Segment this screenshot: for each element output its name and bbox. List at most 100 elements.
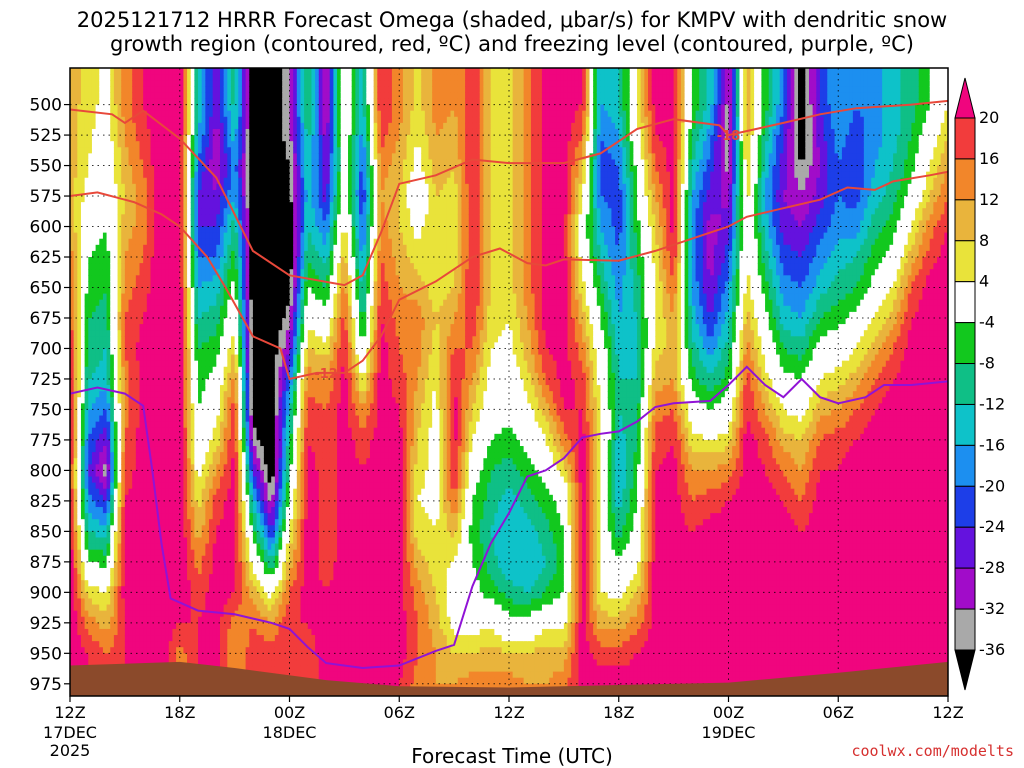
- omega-cell: [209, 122, 214, 130]
- omega-cell: [183, 580, 188, 587]
- omega-cell: [172, 561, 177, 569]
- omega-cell: [205, 141, 210, 148]
- omega-cell: [183, 250, 188, 258]
- omega-cell: [135, 372, 141, 380]
- omega-cell: [143, 458, 148, 465]
- omega-cell: [172, 421, 177, 429]
- omega-cell: [70, 98, 75, 106]
- omega-cell: [190, 506, 195, 514]
- omega-cell: [230, 220, 236, 228]
- omega-cell: [230, 269, 236, 276]
- omega-cell: [212, 104, 217, 112]
- omega-cell: [113, 74, 119, 81]
- omega-cell: [209, 513, 214, 520]
- omega-cell: [219, 86, 225, 93]
- omega-cell: [219, 470, 225, 478]
- omega-cell: [223, 147, 228, 154]
- omega-cell: [198, 110, 203, 118]
- omega-cell: [176, 586, 181, 593]
- omega-cell: [154, 293, 159, 301]
- omega-cell: [80, 238, 86, 246]
- omega-cell: [219, 574, 225, 581]
- omega-cell: [135, 531, 141, 539]
- omega-cell: [113, 391, 119, 398]
- omega-cell: [205, 397, 210, 404]
- omega-cell: [209, 128, 214, 136]
- omega-cell: [80, 305, 86, 313]
- omega-cell: [132, 196, 137, 203]
- omega-cell: [241, 537, 247, 545]
- omega-cell: [234, 299, 239, 307]
- omega-cell: [77, 293, 82, 301]
- omega-cell: [179, 177, 185, 185]
- omega-cell: [80, 549, 86, 557]
- omega-cell: [241, 293, 247, 301]
- omega-cell: [73, 366, 78, 374]
- omega-cell: [77, 537, 82, 545]
- omega-cell: [172, 74, 177, 81]
- omega-cell: [234, 263, 239, 270]
- omega-cell: [227, 354, 232, 362]
- omega-cell: [183, 470, 188, 478]
- omega-cell: [135, 238, 141, 246]
- omega-cell: [143, 616, 148, 624]
- omega-cell: [124, 141, 130, 148]
- omega-cell: [128, 159, 133, 167]
- omega-cell: [91, 592, 97, 600]
- omega-cell: [223, 263, 228, 270]
- omega-cell: [183, 263, 188, 270]
- omega-cell: [146, 153, 152, 161]
- omega-cell: [198, 378, 203, 386]
- omega-cell: [227, 74, 232, 81]
- omega-cell: [99, 324, 104, 331]
- omega-cell: [95, 342, 100, 350]
- omega-cell: [201, 464, 206, 472]
- omega-cell: [150, 458, 155, 465]
- omega-cell: [150, 580, 155, 587]
- omega-cell: [198, 506, 203, 514]
- omega-cell: [183, 153, 188, 161]
- omega-cell: [154, 622, 159, 630]
- omega-cell: [179, 372, 185, 380]
- omega-cell: [172, 330, 177, 337]
- omega-cell: [216, 250, 221, 258]
- omega-cell: [168, 287, 174, 295]
- omega-cell: [124, 604, 130, 612]
- omega-cell: [205, 116, 210, 124]
- omega-cell: [154, 519, 159, 526]
- omega-cell: [227, 506, 232, 514]
- omega-cell: [106, 452, 111, 459]
- omega-cell: [187, 269, 192, 276]
- omega-cell: [73, 525, 78, 532]
- omega-cell: [165, 220, 170, 228]
- omega-cell: [121, 616, 126, 624]
- omega-cell: [143, 305, 148, 313]
- omega-cell: [154, 610, 159, 618]
- omega-cell: [113, 238, 119, 246]
- omega-cell: [176, 128, 181, 136]
- omega-cell: [99, 531, 104, 539]
- omega-cell: [70, 360, 75, 368]
- omega-cell: [194, 122, 199, 130]
- omega-cell: [88, 244, 93, 252]
- omega-cell: [70, 409, 75, 417]
- omega-cell: [84, 68, 89, 75]
- omega-cell: [113, 452, 119, 459]
- omega-cell: [212, 324, 217, 331]
- omega-cell: [143, 543, 148, 551]
- omega-cell: [212, 452, 217, 459]
- omega-cell: [80, 531, 86, 539]
- omega-cell: [84, 391, 89, 398]
- omega-cell: [209, 165, 214, 173]
- omega-cell: [157, 104, 163, 112]
- omega-cell: [106, 482, 111, 490]
- omega-cell: [241, 421, 247, 429]
- omega-cell: [216, 574, 221, 581]
- omega-cell: [91, 482, 97, 490]
- omega-cell: [70, 506, 75, 514]
- omega-cell: [80, 543, 86, 551]
- omega-cell: [99, 183, 104, 191]
- omega-cell: [102, 470, 108, 478]
- omega-cell: [198, 415, 203, 423]
- omega-cell: [172, 317, 177, 325]
